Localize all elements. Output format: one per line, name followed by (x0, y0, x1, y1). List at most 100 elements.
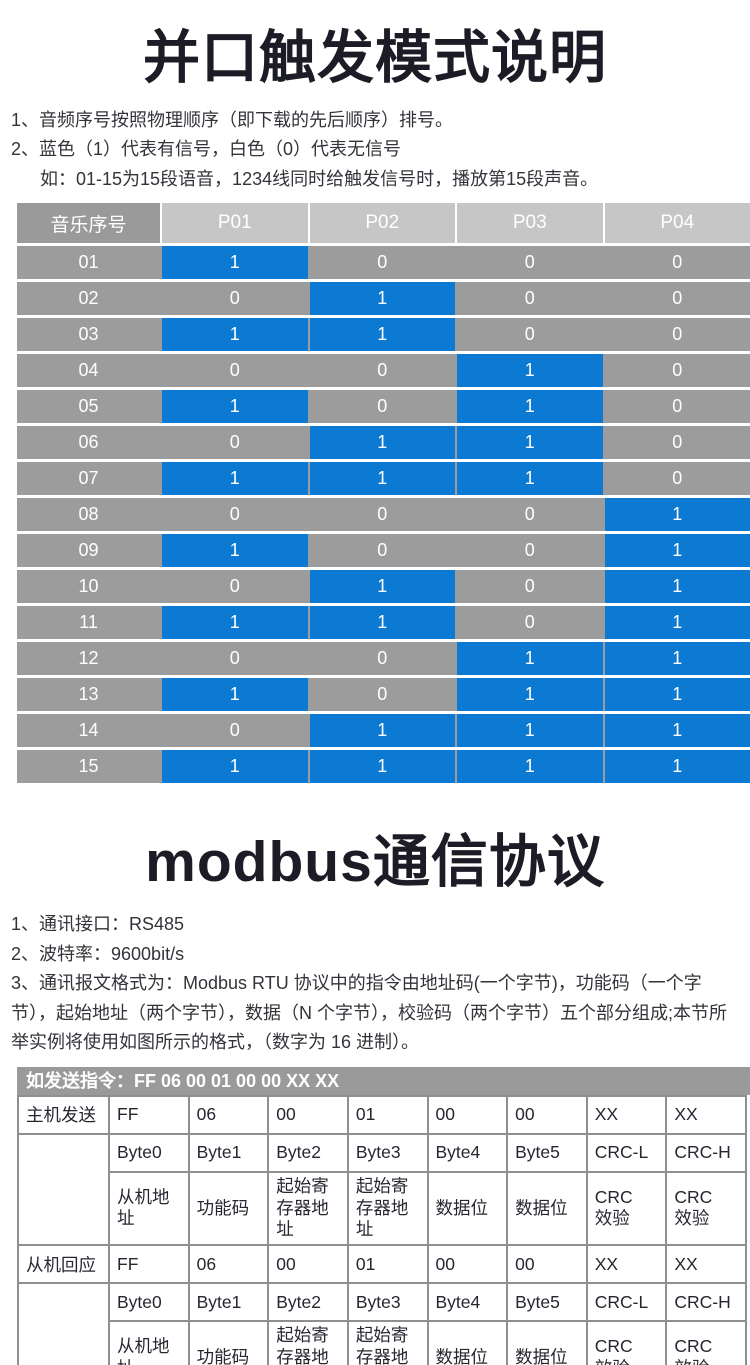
table-row: 04 0 0 1 0 (17, 354, 750, 388)
table-row: 15 1 1 1 1 (17, 750, 750, 784)
note-line-2: 2、波特率：9600bit/s (11, 943, 185, 964)
byte-value-cell: FF (108, 1244, 190, 1285)
byte-name-cell: Byte2 (267, 1132, 349, 1173)
byte-name-cell: Byte5 (506, 1132, 588, 1173)
byte-name-cell: CRC-H (665, 1132, 747, 1173)
bit-cell: 0 (604, 318, 750, 352)
bit-cell: 0 (604, 282, 750, 316)
field-name-cell: CRC 效验 (665, 1170, 747, 1247)
byte-value-cell: 00 (267, 1244, 349, 1285)
byte-value-cell: 00 (506, 1094, 588, 1135)
music-no-cell: 06 (17, 426, 160, 460)
port-column-header: P04 (604, 203, 750, 244)
port-column-header: P03 (457, 203, 603, 244)
bit-cell: 1 (457, 714, 603, 748)
modbus-frame-table: 主机发送 FF 06 00 01 00 00 XX XX Byte0 Byte1 Byte2 Byte3… (17, 1094, 747, 1365)
byte-value-cell: FF (108, 1094, 190, 1135)
bit-cell: 0 (162, 498, 308, 532)
bit-cell: 0 (457, 606, 603, 640)
direction-label-spacer-cell (17, 1282, 110, 1365)
field-name-cell: 数据位 (426, 1170, 509, 1247)
music-no-cell: 08 (17, 498, 160, 532)
bit-cell: 1 (604, 570, 750, 604)
bit-cell: 0 (162, 282, 308, 316)
bit-cell: 1 (604, 606, 750, 640)
bit-cell: 0 (457, 498, 603, 532)
bit-cell: 1 (457, 642, 603, 676)
field-name-cell: 数据位 (426, 1320, 509, 1365)
byte-name-cell: Byte2 (267, 1282, 349, 1323)
field-name-cell: 起始寄 存器地址 (346, 1170, 429, 1247)
byte-value-cell: 00 (426, 1244, 509, 1285)
table-row: 01 1 0 0 0 (17, 246, 750, 280)
field-name-cell: 功能码 (187, 1170, 270, 1247)
byte-value-cell: 00 (506, 1244, 588, 1285)
bit-cell: 1 (457, 426, 603, 460)
bit-cell: 0 (604, 390, 750, 424)
bit-cell: 1 (309, 750, 455, 784)
music-no-cell: 01 (17, 246, 160, 280)
bit-cell: 1 (604, 678, 750, 712)
byte-value-cell: XX (585, 1244, 668, 1285)
table-row: 14 0 1 1 1 (17, 714, 750, 748)
bit-cell: 0 (309, 642, 455, 676)
modbus-title: modbus通信协议 (145, 830, 605, 895)
bit-cell: 0 (604, 246, 750, 280)
modbus-byte-label-row: Byte0 Byte1 Byte2 Byte3 Byte4 Byte5 CRC-L CRC-H (17, 1282, 747, 1365)
bit-cell: 1 (457, 678, 603, 712)
bit-cell: 1 (457, 462, 603, 496)
direction-label-cell: 主机发送 (17, 1094, 110, 1135)
music-no-cell: 11 (17, 606, 160, 640)
field-name-cell: CRC 效验 (585, 1320, 668, 1365)
note-line-1: 1、音频序号按照物理顺序（即下载的先后顺序）排号。 (11, 109, 454, 130)
bit-cell: 1 (162, 750, 308, 784)
bit-cell: 1 (604, 642, 750, 676)
field-name-cell: CRC 效验 (585, 1170, 668, 1247)
music-no-cell: 04 (17, 354, 160, 388)
field-name-cell: 从机地 址 (108, 1170, 190, 1247)
bit-cell: 0 (162, 354, 308, 388)
modbus-byte-label-row: Byte0 Byte1 Byte2 Byte3 Byte4 Byte5 CRC-L CRC-H (17, 1132, 747, 1247)
bit-cell: 1 (457, 390, 603, 424)
bit-cell: 0 (604, 426, 750, 460)
music-no-cell: 02 (17, 282, 160, 316)
byte-name-cell: Byte4 (426, 1282, 509, 1323)
bit-cell: 1 (162, 390, 308, 424)
bit-cell: 0 (162, 642, 308, 676)
bit-cell: 1 (457, 354, 603, 388)
byte-name-cell: CRC-H (665, 1282, 747, 1323)
byte-name-cell: Byte3 (346, 1132, 429, 1173)
byte-value-cell: XX (585, 1094, 668, 1135)
field-name-cell: 起始寄 存器地址 (267, 1170, 349, 1247)
bit-cell: 1 (162, 534, 308, 568)
bit-cell: 1 (162, 318, 308, 352)
field-name-cell: 起始寄 存器地址 (267, 1320, 349, 1365)
port-column-header: P02 (309, 203, 455, 244)
table-row: 09 1 0 0 1 (17, 534, 750, 568)
bit-cell: 0 (162, 426, 308, 460)
table-row: 12 0 0 1 1 (17, 642, 750, 676)
bit-cell: 0 (604, 354, 750, 388)
bit-cell: 0 (309, 678, 455, 712)
music-no-cell: 09 (17, 534, 160, 568)
byte-value-cell: 00 (426, 1094, 509, 1135)
byte-name-cell: Byte1 (187, 1132, 270, 1173)
modbus-value-row: 主机发送 FF 06 00 01 00 00 XX XX (17, 1094, 747, 1135)
note-line-3: 如：01-15为15段语音，1234线同时给触发信号时，播放第15段声音。 (40, 168, 599, 189)
byte-value-cell: 01 (346, 1094, 429, 1135)
modbus-notes: 1、通讯接口：RS485 2、波特率：9600bit/s 3、通讯报文格式为：M… (11, 910, 740, 1058)
byte-name-cell: Byte5 (506, 1282, 588, 1323)
modbus-command-caption: 如发送指令：FF 06 00 01 00 00 XX XX (17, 1066, 750, 1095)
byte-value-cell: 06 (187, 1244, 270, 1285)
byte-value-cell: 01 (346, 1244, 429, 1285)
bit-cell: 0 (162, 714, 308, 748)
bit-cell: 1 (309, 570, 455, 604)
bit-cell: 1 (309, 606, 455, 640)
bit-cell: 1 (309, 282, 455, 316)
bit-cell: 1 (457, 750, 603, 784)
bit-cell: 0 (309, 354, 455, 388)
note-line-3: 3、通讯报文格式为：Modbus RTU 协议中的指令由地址码(一个字节)，功能… (11, 973, 727, 1053)
music-no-column-header: 音乐序号 (17, 203, 160, 244)
byte-value-cell: 00 (267, 1094, 349, 1135)
